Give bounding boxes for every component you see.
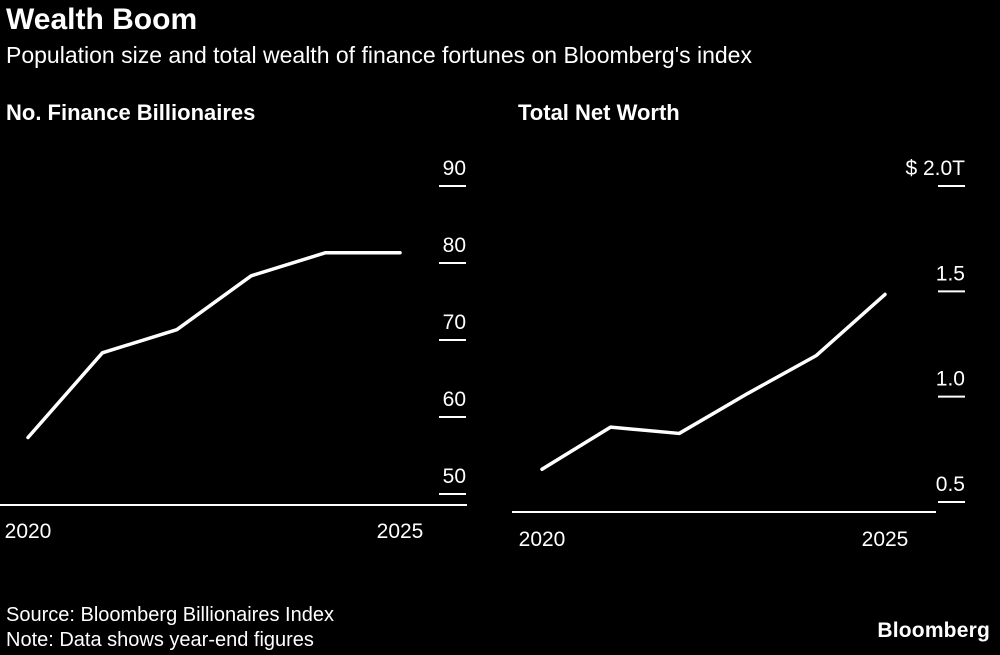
y-tick-label: 80 [443, 234, 466, 257]
x-tick-label: 2025 [377, 520, 424, 543]
networth-line-chart: 0.5 1.0 1.5 $ 2.0T 2020 2025 [512, 157, 965, 551]
x-tick-label: 2020 [519, 528, 566, 551]
y-tick-label: 50 [443, 465, 466, 488]
chart-panel-billionaires: No. Finance Billionaires 50 60 70 80 90 2020 2… [0, 100, 470, 560]
y-tick-label: 90 [443, 157, 466, 180]
chart-title-billionaires: No. Finance Billionaires [6, 100, 256, 125]
y-tick-label: 1.0 [936, 368, 965, 391]
data-note: Note: Data shows year-end figures [6, 629, 314, 651]
data-line [540, 292, 887, 472]
y-tick-label: 60 [443, 388, 466, 411]
y-tick-label: $ 2.0T [905, 157, 965, 180]
y-tick-label: 70 [443, 311, 466, 334]
source-note: Source: Bloomberg Billionaires Index [6, 604, 334, 626]
x-tick-label: 2025 [862, 528, 909, 551]
data-line [26, 250, 402, 440]
y-tick-label: 0.5 [936, 473, 965, 496]
chart-panel-networth: Total Net Worth 0.5 1.0 1.5 $ 2.0T 2020 2025 [512, 100, 1000, 560]
chart-title-networth: Total Net Worth [518, 100, 680, 125]
footer: Source: Bloomberg Billionaires Index Not… [6, 603, 990, 653]
x-tick-label: 2020 [5, 520, 52, 543]
y-tick-label: 1.5 [936, 262, 965, 285]
header: Wealth Boom Population size and total we… [6, 2, 996, 68]
footer-notes: Source: Bloomberg Billionaires Index Not… [6, 603, 334, 653]
page-subtitle: Population size and total wealth of fina… [6, 42, 752, 68]
billionaires-line-chart: 50 60 70 80 90 2020 2025 [0, 157, 467, 543]
page-title: Wealth Boom [6, 3, 198, 36]
bloomberg-logo: Bloomberg [877, 619, 990, 642]
